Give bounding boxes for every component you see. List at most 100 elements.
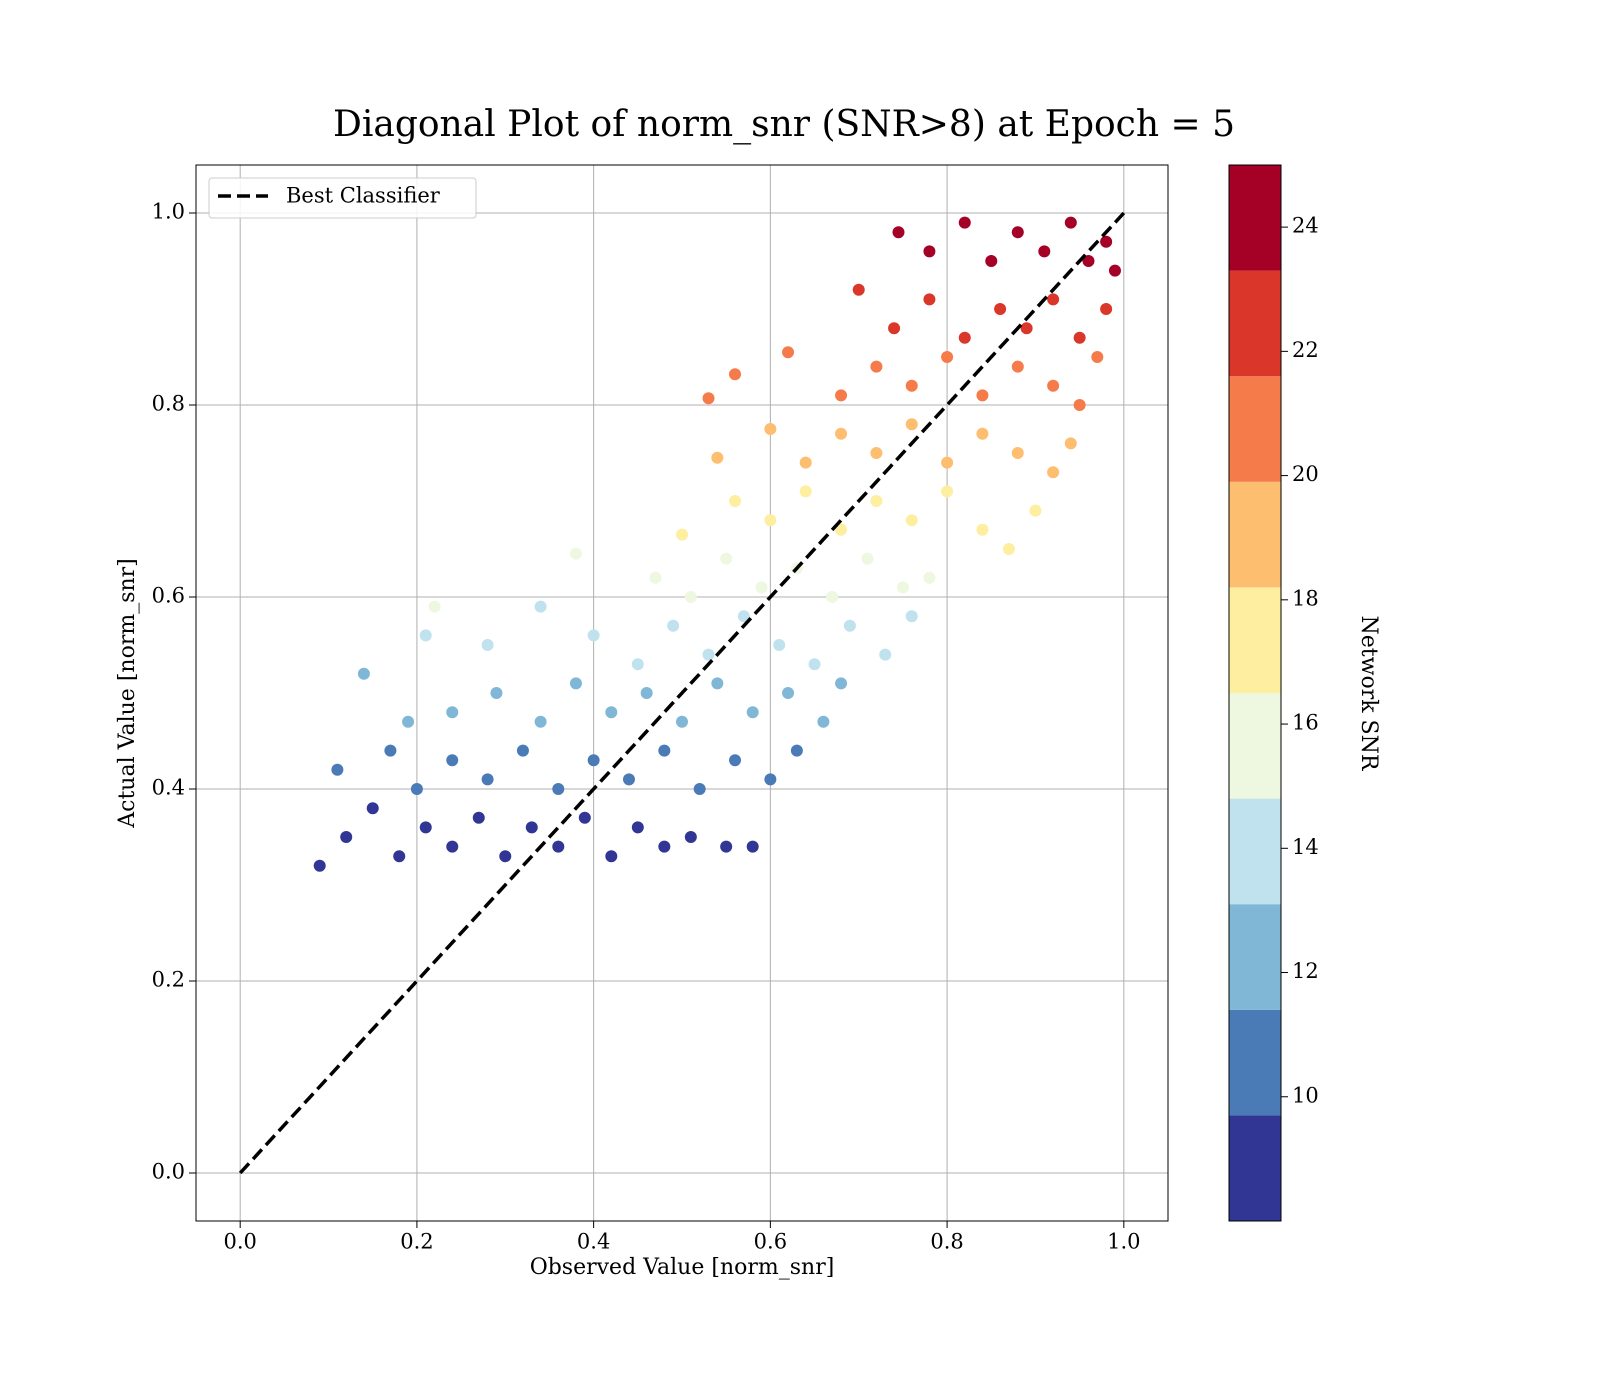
scatter-point (1091, 351, 1104, 363)
scatter-point (684, 591, 697, 603)
legend-box (208, 177, 477, 219)
scatter-point (384, 744, 397, 757)
scatter-point (587, 754, 600, 767)
colorbar-tick-label: 10 (1292, 1083, 1319, 1107)
scatter-point (419, 629, 432, 642)
scatter-point (835, 427, 848, 440)
scatter-point (1108, 264, 1121, 277)
scatter-point (764, 423, 777, 435)
scatter-point (446, 840, 459, 853)
scatter-point (1064, 437, 1077, 450)
colorbar-band (1229, 376, 1281, 482)
colorbar-band (1229, 270, 1281, 377)
y-tick-label: 1.0 (152, 200, 185, 224)
scatter-point (490, 687, 503, 699)
scatter-point (879, 648, 892, 661)
colorbar-tick-label: 12 (1292, 959, 1319, 983)
colorbar-tick-label: 18 (1292, 586, 1319, 610)
colorbar-band (1229, 165, 1281, 271)
scatter-point (702, 648, 715, 661)
scatter-point (905, 610, 918, 623)
scatter-point (428, 600, 441, 613)
scatter-point (658, 840, 671, 853)
scatter-point (552, 840, 565, 853)
scatter-point (357, 667, 370, 680)
scatter-point (340, 831, 353, 843)
scatter-point (817, 715, 830, 728)
y-tick-label: 0.6 (152, 584, 185, 608)
x-tick-label: 1.0 (1107, 1230, 1140, 1254)
scatter-point (1047, 379, 1060, 392)
x-tick-label: 0.4 (577, 1230, 610, 1254)
y-tick-label: 0.4 (152, 776, 185, 800)
scatter-point (729, 495, 742, 507)
scatter-point (790, 744, 803, 757)
scatter-point (799, 485, 812, 498)
colorbar-band (1229, 904, 1281, 1010)
scatter-point (1002, 543, 1015, 555)
scatter-point (737, 610, 750, 623)
scatter-point (1038, 245, 1051, 258)
colorbar-tick-label: 20 (1292, 462, 1319, 486)
scatter-point (1073, 331, 1086, 344)
scatter-point (605, 706, 618, 719)
scatter-point (366, 802, 379, 815)
x-axis-label: Observed Value [norm_snr] (530, 1255, 835, 1280)
colorbar-frame (1228, 164, 1282, 1222)
scatter-point (808, 658, 821, 671)
scatter-point (994, 303, 1007, 315)
scatter-point (331, 763, 344, 776)
scatter-point (892, 226, 905, 239)
scatter-point (472, 811, 485, 824)
scatter-point (1029, 504, 1042, 517)
scatter-point (631, 658, 644, 671)
scatter-point (410, 783, 423, 795)
scatter-point (1100, 303, 1113, 315)
scatter-point (631, 821, 644, 834)
scatter-point (578, 811, 591, 824)
scatter-point (1100, 235, 1113, 248)
colorbar-tick-label: 14 (1292, 835, 1319, 859)
scatter-point (676, 715, 688, 728)
scatter-point (446, 754, 459, 767)
scatter-point (393, 850, 406, 863)
x-tick-label: 0.6 (754, 1230, 787, 1254)
scatter-point (782, 687, 795, 699)
scatter-point (782, 346, 795, 359)
scatter-point (693, 783, 706, 795)
scatter-point (667, 619, 680, 632)
scatter-point (746, 840, 759, 853)
scatter-point (640, 687, 653, 699)
scatter-point (552, 783, 565, 795)
scatter-point (1020, 322, 1033, 335)
scatter-point (569, 677, 582, 690)
colorbar-label: Network SNR (1356, 616, 1381, 772)
scatter-point (711, 677, 724, 690)
scatter-point (729, 368, 742, 381)
scatter-point (923, 245, 936, 258)
scatter-point (684, 831, 697, 843)
scatter-point (958, 331, 971, 344)
scatter-point (313, 859, 326, 872)
colorbar-tick-label: 24 (1292, 214, 1319, 238)
scatter-point (861, 552, 874, 565)
scatter-point (985, 255, 998, 267)
scatter-point (720, 552, 733, 565)
scatter-point (799, 456, 812, 469)
scatter-point (534, 600, 547, 613)
colorbar-band (1229, 798, 1281, 905)
scatter-point (835, 677, 848, 690)
colorbar-band (1229, 1115, 1281, 1221)
scatter-point (1047, 293, 1060, 306)
scatter-point (658, 744, 671, 757)
scatter-point (499, 850, 512, 863)
scatter-point (481, 639, 494, 651)
scatter-point (835, 523, 848, 536)
scatter-point (720, 840, 733, 853)
y-tick-label: 0.8 (152, 392, 185, 416)
colorbar-tick-label: 16 (1292, 711, 1319, 735)
scatter-point (746, 706, 759, 719)
scatter-point (870, 495, 883, 507)
scatter-point (870, 360, 883, 373)
